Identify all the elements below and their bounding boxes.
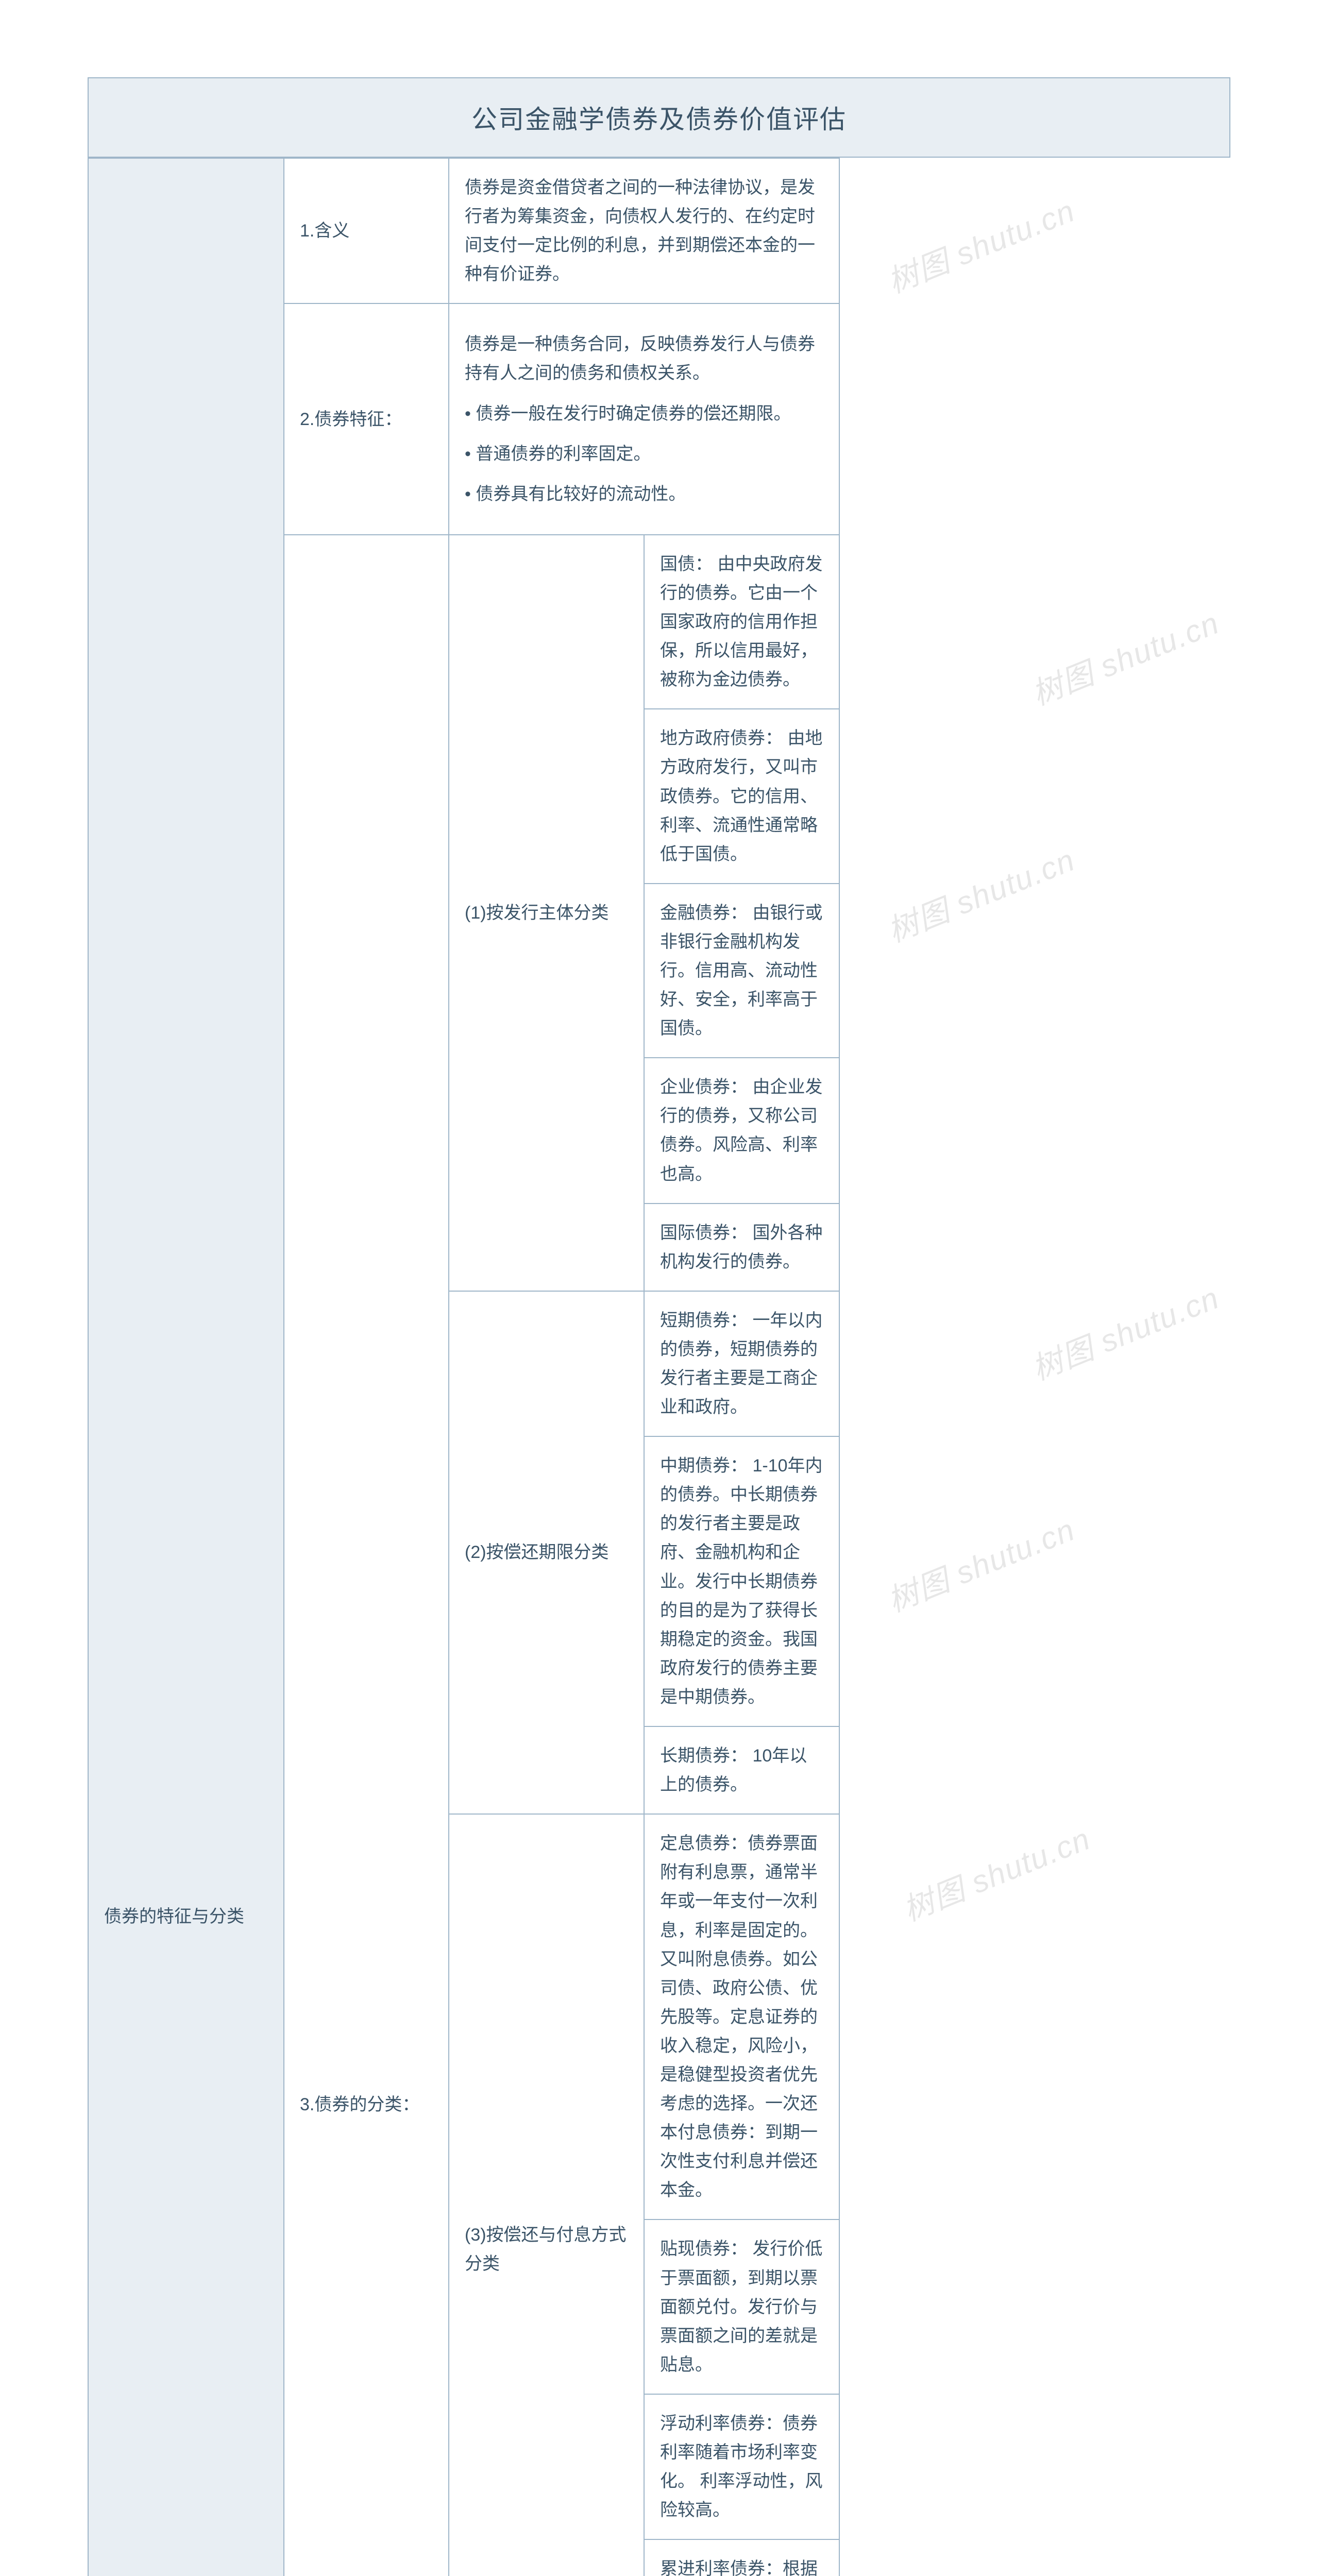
diagram-outer: 公司金融学债券及债券价值评估 债券的特征与分类 1.含义 债券是资金借贷者之间的… bbox=[88, 77, 1230, 2576]
a-row2-b2: • 普通债券的利率固定。 bbox=[465, 439, 823, 468]
a-row2-b1: • 债券一般在发行时确定债券的偿还期限。 bbox=[465, 399, 823, 428]
a-g3-i4: 累进利率债券：根据持有期限长短确定利率。持有时间越长，则利率越高。 bbox=[644, 2539, 839, 2576]
a-row3-l2: 3.债券的分类： bbox=[284, 535, 449, 2576]
a-g3-i3: 浮动利率债券：债券利率随着市场利率变化。 利率浮动性，风险较高。 bbox=[644, 2394, 839, 2539]
section-a-label: 债券的特征与分类 bbox=[88, 158, 284, 2576]
a-g1-i2: 地方政府债券： 由地方政府发行，又叫市政债券。它的信用、利率、流通性通常略低于国… bbox=[644, 709, 839, 883]
a-row2-l2: 2.债券特征： bbox=[284, 303, 449, 534]
a-g2-i2: 中期债券： 1-10年内的债券。中长期债券的发行者主要是政府、金融机构和企业。发… bbox=[644, 1436, 839, 1726]
page-canvas: 树图 shutu.cn树图 shutu.cn树图 shutu.cn树图 shut… bbox=[0, 0, 1319, 2007]
a-g2-label: (2)按偿还期限分类 bbox=[449, 1291, 644, 1814]
a-g1-label: (1)按发行主体分类 bbox=[449, 535, 644, 1291]
a-row1-text: 债券是资金借贷者之间的一种法律协议，是发行者为筹集资金，向债权人发行的、在约定时… bbox=[449, 158, 839, 303]
a-g2-i3: 长期债券： 10年以上的债券。 bbox=[644, 1726, 839, 1814]
a-g3-i1: 定息债券：债券票面附有利息票，通常半年或一年支付一次利息，利率是固定的。又叫附息… bbox=[644, 1814, 839, 2219]
a-row2-b3: • 债券具有比较好的流动性。 bbox=[465, 480, 823, 509]
tree-table: 债券的特征与分类 1.含义 债券是资金借贷者之间的一种法律协议，是发行者为筹集资… bbox=[88, 158, 1230, 2576]
a-g1-i4: 企业债券： 由企业发行的债券，又称公司债券。风险高、利率也高。 bbox=[644, 1058, 839, 1203]
a-g2-i1: 短期债券： 一年以内的债券，短期债券的发行者主要是工商企业和政府。 bbox=[644, 1291, 839, 1436]
a-g3-i2: 贴现债券： 发行价低于票面额，到期以票面额兑付。发行价与票面额之间的差就是贴息。 bbox=[644, 2219, 839, 2394]
page-title: 公司金融学债券及债券价值评估 bbox=[88, 77, 1230, 158]
a-row1-l2: 1.含义 bbox=[284, 158, 449, 303]
a-row2-intro: 债券是一种债务合同，反映债券发行人与债券持有人之间的债务和债权关系。 bbox=[465, 330, 823, 387]
a-g1-i3: 金融债券： 由银行或非银行金融机构发行。信用高、流动性好、安全，利率高于国债。 bbox=[644, 884, 839, 1058]
a-g3-label: (3)按偿还与付息方式分类 bbox=[449, 1814, 644, 2576]
table-row: 债券的特征与分类 1.含义 债券是资金借贷者之间的一种法律协议，是发行者为筹集资… bbox=[88, 158, 1230, 303]
a-g1-i1: 国债： 由中央政府发行的债券。它由一个国家政府的信用作担保，所以信用最好，被称为… bbox=[644, 535, 839, 709]
a-row2-body: 债券是一种债务合同，反映债券发行人与债券持有人之间的债务和债权关系。 • 债券一… bbox=[449, 303, 839, 534]
a-g1-i5: 国际债券： 国外各种机构发行的债券。 bbox=[644, 1204, 839, 1291]
